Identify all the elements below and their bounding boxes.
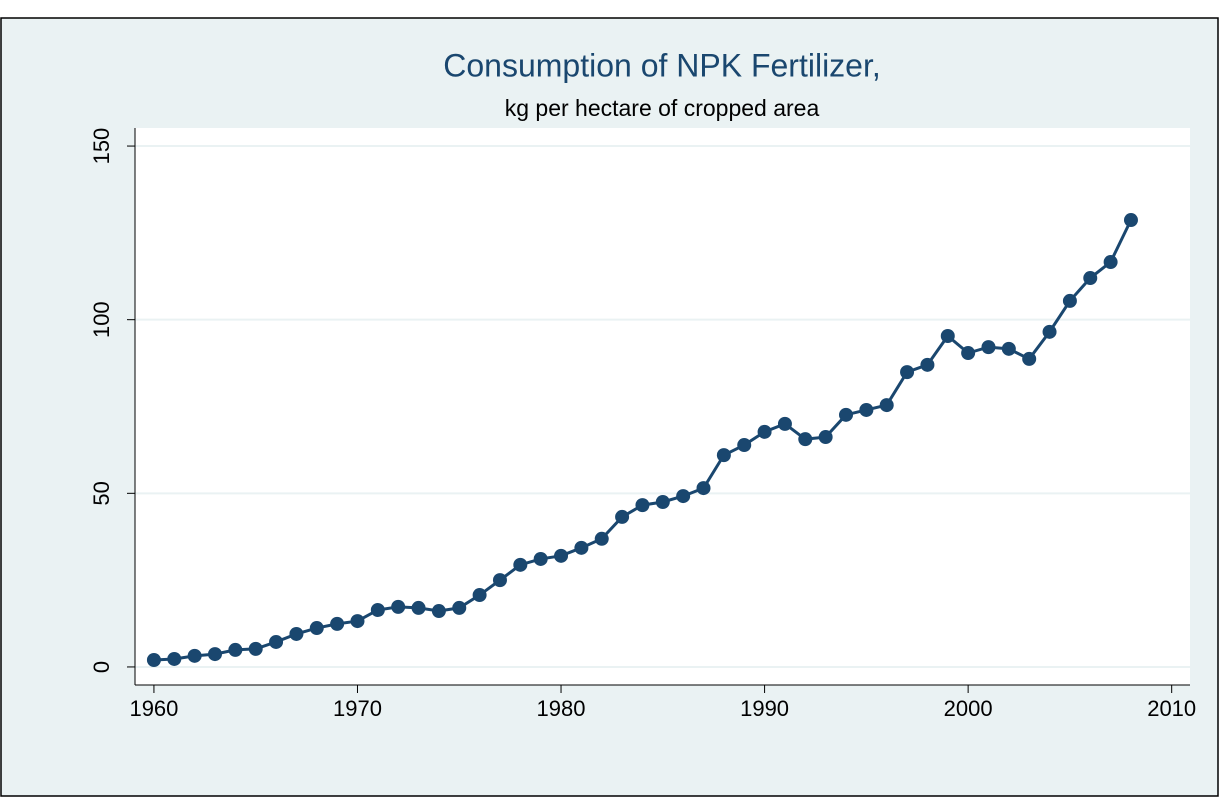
data-point (981, 340, 996, 355)
data-point (167, 651, 182, 666)
data-point (961, 346, 976, 361)
data-point (798, 432, 813, 447)
data-point (940, 329, 955, 344)
data-point (900, 365, 915, 380)
data-point (431, 604, 446, 619)
data-point (594, 531, 609, 546)
data-point (757, 424, 772, 439)
data-point (1001, 341, 1016, 356)
data-point (554, 548, 569, 563)
data-point (289, 626, 304, 641)
data-point (350, 614, 365, 629)
data-point (635, 498, 650, 513)
data-point (615, 509, 630, 524)
data-point (187, 648, 202, 663)
data-point (696, 481, 711, 496)
data-point (492, 573, 507, 588)
data-point (1022, 351, 1037, 366)
x-tick-label: 2010 (1147, 696, 1196, 721)
data-point (1083, 271, 1098, 286)
data-point (228, 642, 243, 657)
y-tick-label: 100 (89, 301, 114, 338)
x-tick-label: 1990 (740, 696, 789, 721)
y-tick-label: 150 (89, 128, 114, 165)
data-point (370, 602, 385, 617)
data-point (859, 402, 874, 417)
data-point (777, 416, 792, 431)
data-point (472, 588, 487, 603)
data-point (533, 551, 548, 566)
data-point (676, 489, 691, 504)
plot-area (135, 128, 1190, 685)
x-tick-label: 2000 (944, 696, 993, 721)
data-point (309, 621, 324, 636)
y-tick-label: 0 (89, 661, 114, 673)
data-point (269, 634, 284, 649)
data-point (1123, 213, 1138, 228)
data-point (818, 430, 833, 445)
data-point (879, 398, 894, 413)
data-point (330, 616, 345, 631)
data-point (1042, 324, 1057, 339)
data-point (391, 599, 406, 614)
data-point (248, 641, 263, 656)
chart-title: Consumption of NPK Fertilizer, (443, 47, 881, 83)
data-point (737, 438, 752, 453)
data-point (839, 407, 854, 422)
data-point (1062, 293, 1077, 308)
data-point (1103, 255, 1118, 270)
data-point (655, 494, 670, 509)
data-point (411, 600, 426, 615)
x-tick-label: 1980 (537, 696, 586, 721)
chart-subtitle: kg per hectare of cropped area (505, 95, 820, 121)
y-tick-label: 50 (89, 481, 114, 505)
x-tick-label: 1960 (129, 696, 178, 721)
data-point (452, 600, 467, 615)
x-tick-label: 1970 (333, 696, 382, 721)
data-point (920, 357, 935, 372)
data-point (146, 652, 161, 667)
data-point (716, 448, 731, 463)
data-point (207, 647, 222, 662)
data-point (574, 540, 589, 555)
data-point (513, 557, 528, 572)
